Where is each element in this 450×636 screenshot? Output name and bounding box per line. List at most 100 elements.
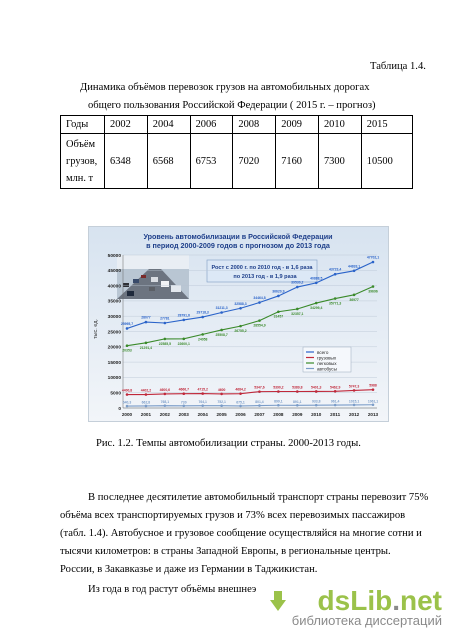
data-label: 29718,3 bbox=[197, 311, 209, 315]
arrow-icon bbox=[269, 591, 286, 611]
x-tick-label: 2002 bbox=[160, 412, 171, 417]
row-label-cell: Объём грузов, млн. т bbox=[60, 133, 105, 189]
data-point bbox=[163, 321, 167, 325]
data-label: 4600 bbox=[218, 388, 226, 392]
table-title-line-2: общего пользования Российской Федерации … bbox=[88, 100, 376, 111]
legend: всего грузовых легковых автобусы bbox=[302, 346, 352, 373]
data-label: 22600,1 bbox=[178, 342, 190, 346]
data-label: 4600,6 bbox=[160, 388, 170, 392]
table-label: Таблица 1.4. bbox=[370, 61, 426, 72]
data-label: 44833,1 bbox=[348, 264, 360, 268]
series-line bbox=[126, 389, 374, 396]
data-label: 662,8 bbox=[142, 400, 151, 404]
data-point bbox=[333, 272, 337, 276]
data-label: 26755,2 bbox=[234, 329, 246, 333]
year-cell: 2008 bbox=[232, 115, 277, 134]
y-tick-label: 5000 bbox=[110, 391, 121, 397]
watermark-subtitle: библиотека диссертаций bbox=[291, 613, 442, 628]
data-point bbox=[258, 390, 261, 393]
data-point bbox=[163, 392, 167, 396]
row-label-line: грузов, bbox=[66, 155, 98, 167]
data-point bbox=[258, 319, 261, 322]
year-cell: 2009 bbox=[275, 115, 319, 134]
data-point bbox=[277, 310, 280, 314]
paragraph-line: России, в Закавказье и даже из Германии … bbox=[60, 564, 318, 575]
data-point bbox=[201, 315, 204, 319]
data-point bbox=[314, 301, 318, 305]
data-label: 4400,8 bbox=[122, 389, 132, 393]
data-label: 39696 bbox=[368, 290, 378, 294]
paragraph-line: объёма всех транспортируемых грузов и 73… bbox=[60, 510, 406, 521]
data-point bbox=[125, 404, 129, 408]
data-label: 36977 bbox=[349, 298, 359, 302]
legend-item: грузовых bbox=[317, 356, 337, 361]
data-point bbox=[352, 389, 356, 392]
value-cell: 10500 bbox=[360, 133, 414, 189]
data-point bbox=[371, 260, 375, 264]
series-line bbox=[126, 261, 374, 329]
logo-main: dsLib bbox=[317, 585, 393, 616]
data-point bbox=[163, 404, 167, 407]
table-title-line-1: Динамика объёмов перевозок грузов на авт… bbox=[80, 82, 370, 93]
motorization-chart: Уровень автомобилизации в Российской Фед… bbox=[88, 226, 389, 422]
data-point bbox=[125, 393, 129, 396]
data-label: 25995,7 bbox=[121, 322, 133, 326]
data-point bbox=[220, 392, 223, 396]
data-label: 27781 bbox=[160, 316, 170, 320]
legend-item: всего bbox=[317, 350, 329, 355]
data-point bbox=[296, 285, 299, 289]
x-tick-label: 2005 bbox=[216, 412, 227, 417]
data-label: 730 bbox=[181, 400, 187, 404]
data-point bbox=[296, 307, 299, 311]
data-point bbox=[277, 390, 280, 393]
data-label: 25508,7 bbox=[215, 333, 227, 337]
data-label: 39530,2 bbox=[291, 281, 303, 285]
data-point bbox=[144, 320, 148, 324]
data-label: 1061,1 bbox=[368, 399, 378, 403]
data-point bbox=[220, 404, 223, 407]
data-label: 22585,5 bbox=[159, 342, 171, 346]
x-tick-label: 2007 bbox=[254, 412, 265, 417]
data-point bbox=[220, 328, 223, 332]
value-cell: 7300 bbox=[317, 133, 362, 189]
watermark-logo: dsLib.net bbox=[292, 587, 442, 615]
data-label: 36620,9 bbox=[272, 289, 284, 293]
series-points bbox=[125, 260, 375, 408]
data-point bbox=[144, 393, 148, 396]
data-point bbox=[182, 337, 186, 341]
callout-line-1: Рост с 2000 г. по 2010 год - в 1,6 раза bbox=[211, 265, 313, 271]
data-point bbox=[163, 337, 167, 341]
data-labels: 25995,7 28077 27781 28791,8 29718,3 31211,3 32… bbox=[121, 256, 379, 405]
year-cell: 2015 bbox=[360, 115, 414, 134]
value-cell: 6753 bbox=[189, 133, 234, 189]
data-label: 5747,3 bbox=[349, 384, 359, 388]
freight-table: Годы 2002 2004 2006 2008 2009 2010 2015 … bbox=[60, 115, 414, 189]
data-label: 32357,1 bbox=[291, 312, 303, 316]
x-tick-label: 2000 bbox=[122, 412, 133, 417]
data-point bbox=[144, 404, 148, 408]
x-tick-label: 2004 bbox=[198, 412, 209, 417]
data-point bbox=[371, 285, 375, 288]
data-label: 31457 bbox=[274, 315, 284, 319]
y-tick-label: 30000 bbox=[108, 314, 122, 320]
data-label: 891,1 bbox=[293, 400, 302, 404]
traffic-photo bbox=[117, 255, 189, 299]
y-tick-label: 20000 bbox=[108, 345, 122, 351]
data-label: 5347,6 bbox=[254, 386, 264, 390]
data-point bbox=[239, 404, 242, 408]
data-point bbox=[182, 392, 186, 396]
x-tick-label: 2010 bbox=[311, 412, 322, 417]
data-label: 4684,2 bbox=[235, 388, 245, 392]
y-tick-label: 25000 bbox=[108, 329, 122, 335]
data-point bbox=[371, 403, 375, 407]
data-label: 675,1 bbox=[236, 400, 245, 404]
y-tick-label: 40000 bbox=[108, 283, 122, 289]
paragraph-line: тысячи километров: в страны Западной Евр… bbox=[60, 546, 391, 557]
data-label: 43723,4 bbox=[329, 268, 341, 272]
data-point bbox=[277, 403, 280, 407]
y-tick-label: 50000 bbox=[108, 253, 122, 259]
x-tick-label: 2012 bbox=[349, 412, 360, 417]
data-point bbox=[296, 390, 299, 393]
data-label: 34464,8 bbox=[253, 296, 265, 300]
data-label: 40888,5 bbox=[310, 276, 322, 280]
